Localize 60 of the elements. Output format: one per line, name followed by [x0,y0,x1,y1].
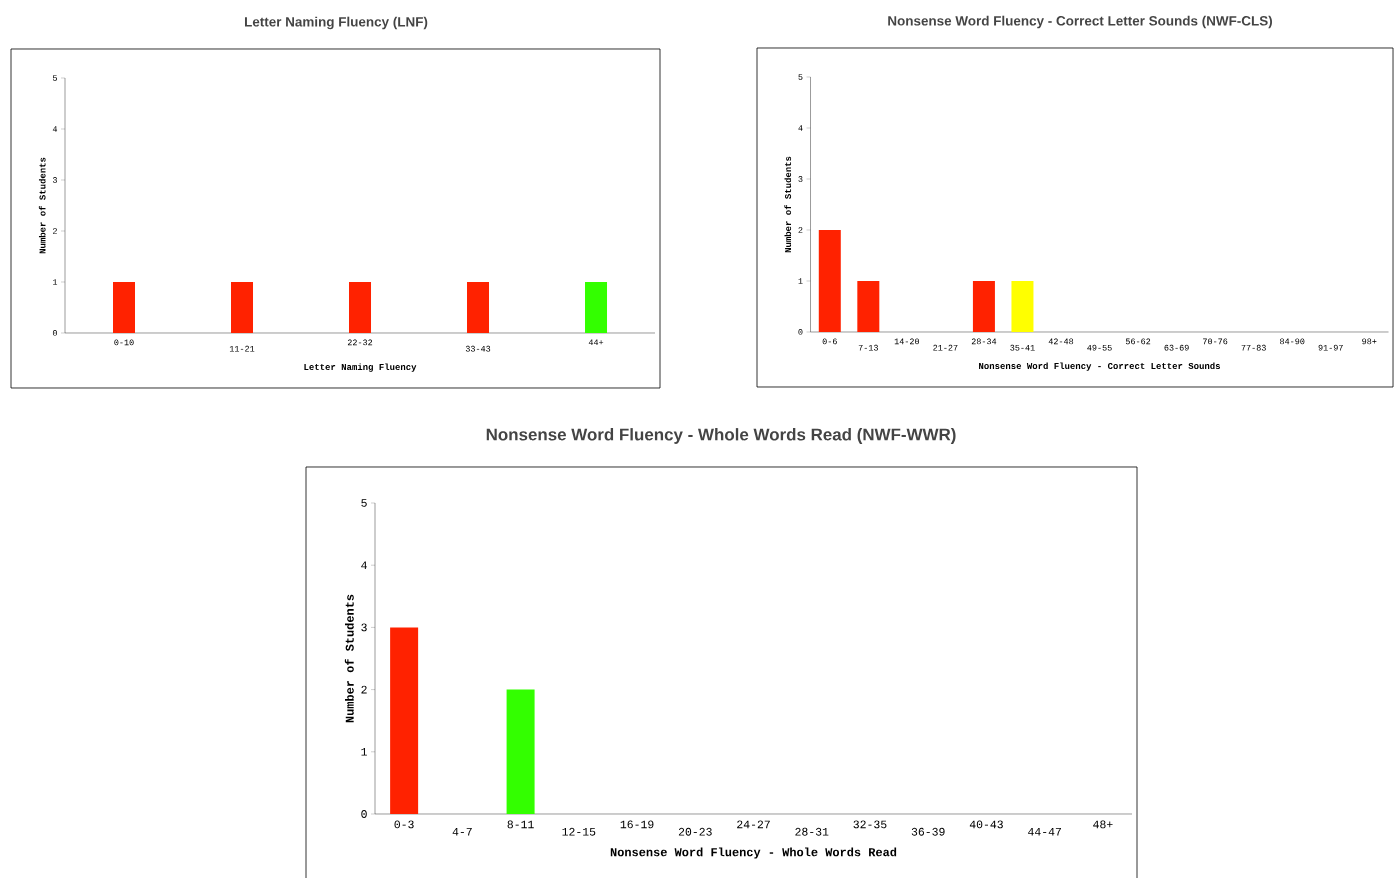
y-tick-label: 2 [798,227,803,233]
x-tick-label: 40-43 [969,820,1003,829]
x-tick-label: 20-23 [678,827,712,836]
x-tick-label: 0-6 [822,338,837,345]
x-tick-label: 35-41 [1010,344,1035,351]
y-axis-title: Number of Students [784,156,792,253]
y-tick-label: 3 [52,177,57,183]
x-tick-label: 32-35 [853,820,887,829]
x-axis-title: Nonsense Word Fluency - Whole Words Read [610,847,897,859]
y-tick-label: 1 [53,279,58,285]
x-tick-label: 77-83 [1241,344,1266,351]
x-tick-label: 7-13 [858,344,878,351]
y-tick-label: 1 [798,278,803,284]
x-tick-label: 98+ [1362,338,1377,345]
x-tick-label: 44+ [588,339,604,346]
chart-title: Nonsense Word Fluency - Correct Letter Sounds (NWF-CLS) [888,15,1272,29]
y-tick-label: 4 [798,125,803,131]
x-tick-label: 0-3 [394,820,414,829]
x-tick-label: 4-7 [452,827,472,836]
y-tick-label: 1 [361,748,367,756]
y-tick-label: 5 [52,75,57,81]
y-tick-label: 2 [52,228,57,234]
chart-title: Nonsense Word Fluency - Whole Words Read (NWF-WWR) [486,428,956,444]
y-tick-label: 5 [361,499,367,507]
y-tick-label: 3 [361,623,367,632]
x-tick-label: 24-27 [737,820,770,829]
x-tick-label: 14-20 [894,338,920,345]
x-tick-label: 91-97 [1318,344,1343,351]
x-tick-label: 33-43 [465,345,491,352]
y-axis-title: Number of Students [38,157,46,254]
x-tick-label: 21-27 [933,344,958,351]
x-tick-label: 48+ [1093,820,1113,829]
y-tick-label: 5 [798,74,803,80]
chart-title: Letter Naming Fluency (LNF) [245,16,428,30]
y-tick-label: 0 [798,329,803,335]
x-tick-label: 36-39 [911,827,945,836]
x-tick-label: 63-69 [1164,344,1189,351]
y-tick-label: 3 [798,176,803,182]
x-tick-label: 8-11 [507,820,534,829]
x-tick-label: 22-32 [347,339,373,346]
y-tick-label: 2 [361,685,367,694]
x-tick-label: 49-55 [1087,344,1112,351]
x-tick-label: 11-21 [229,345,255,352]
x-tick-label: 28-34 [971,338,997,345]
x-tick-label: 16-19 [620,820,654,829]
y-tick-label: 4 [52,126,58,132]
y-tick-label: 4 [361,561,367,569]
x-tick-label: 28-31 [795,827,829,836]
x-tick-label: 84-90 [1280,338,1305,345]
x-tick-label: 70-76 [1203,338,1228,345]
x-tick-label: 0-10 [114,339,134,346]
x-tick-label: 56-62 [1125,338,1151,345]
x-axis-title: Letter Naming Fluency [304,363,417,372]
y-tick-label: 0 [52,330,57,336]
x-tick-label: 44-47 [1028,827,1061,836]
x-tick-label: 12-15 [562,827,596,836]
x-tick-label: 42-48 [1048,338,1074,345]
y-tick-label: 0 [361,810,367,818]
y-axis-title: Number of Students [344,594,354,723]
x-axis-title: Nonsense Word Fluency - Correct Letter Sounds [979,362,1220,371]
